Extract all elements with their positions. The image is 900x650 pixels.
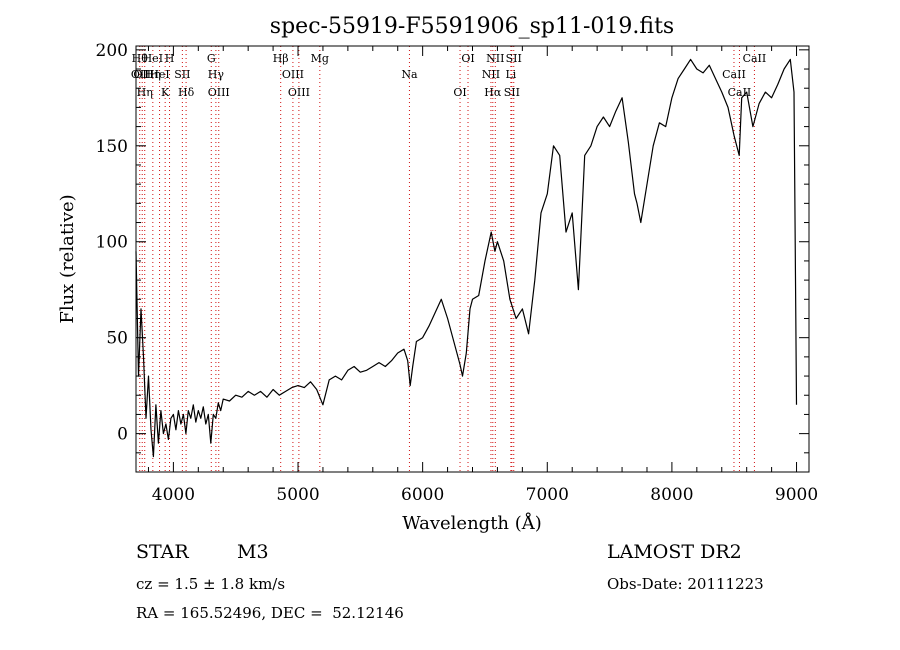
line-label: SII <box>506 52 522 65</box>
line-label: OIII <box>288 86 310 99</box>
x-tick-label: 6000 <box>401 485 444 505</box>
line-label: OII <box>133 68 151 81</box>
line-label: SII <box>504 86 520 99</box>
redshift-value: cz = 1.5 ± 1.8 km/s <box>136 575 286 593</box>
line-label: Mg <box>311 52 329 65</box>
line-label: H <box>165 52 175 65</box>
survey-name: LAMOST DR2 <box>607 541 742 563</box>
y-tick-label: 150 <box>96 137 128 157</box>
line-label: Hδ <box>178 86 195 99</box>
x-tick-label: 4000 <box>152 485 195 505</box>
line-markers <box>139 46 755 472</box>
line-label: NII <box>486 52 504 65</box>
y-tick-label: 50 <box>106 329 128 349</box>
line-label: HeI <box>143 52 163 65</box>
line-label: K <box>161 86 170 99</box>
line-label: OII <box>131 68 149 81</box>
observation-date: Obs-Date: 20111223 <box>607 575 764 593</box>
line-label: SII <box>174 68 190 81</box>
x-tick-label: 9000 <box>775 485 818 505</box>
line-label: OIII <box>282 68 304 81</box>
line-label: OI <box>453 86 466 99</box>
x-axis-ticks: 4000 5000 6000 7000 8000 9000 <box>147 46 818 505</box>
x-tick-label: 8000 <box>650 485 693 505</box>
line-label: Hβ <box>273 52 289 65</box>
plot-frame <box>135 45 810 473</box>
line-label: Li <box>505 68 516 81</box>
x-tick-label: 7000 <box>526 485 569 505</box>
line-label: G <box>207 52 216 65</box>
line-label: OIII <box>208 86 230 99</box>
y-axis-label: Flux (relative) <box>57 194 78 323</box>
object-subclass: M3 <box>237 541 269 563</box>
chart-title: spec-55919-F5591906_sp11-019.fits <box>270 14 674 39</box>
line-label: NII <box>482 68 500 81</box>
line-label: Hγ <box>208 68 225 81</box>
object-class: STAR <box>136 541 189 563</box>
line-label: CaII <box>743 52 767 65</box>
line-label: Hη <box>145 68 161 81</box>
x-tick-label: 5000 <box>276 485 319 505</box>
x-axis-label: Wavelength (Å) <box>402 512 542 534</box>
coordinates: RA = 165.52496, DEC = 52.12146 <box>136 604 404 622</box>
line-label: CaII <box>728 86 752 99</box>
y-tick-label: 200 <box>96 41 128 61</box>
line-label: OI <box>461 52 474 65</box>
line-label: Hα <box>484 86 502 99</box>
line-labels: HθOIIOIIHηHeIHηHeIKHSIIHδGHγOIIIHβOIIIOI… <box>131 52 766 99</box>
line-label: Hη <box>137 86 153 99</box>
y-tick-label: 100 <box>96 233 128 253</box>
y-tick-label: 0 <box>117 425 128 445</box>
spectrum-line <box>135 58 798 458</box>
line-label: CaII <box>722 68 746 81</box>
y-axis-ticks: 0 50 100 150 200 <box>96 41 809 473</box>
line-label: HeI <box>149 68 169 81</box>
line-label: Na <box>401 68 418 81</box>
